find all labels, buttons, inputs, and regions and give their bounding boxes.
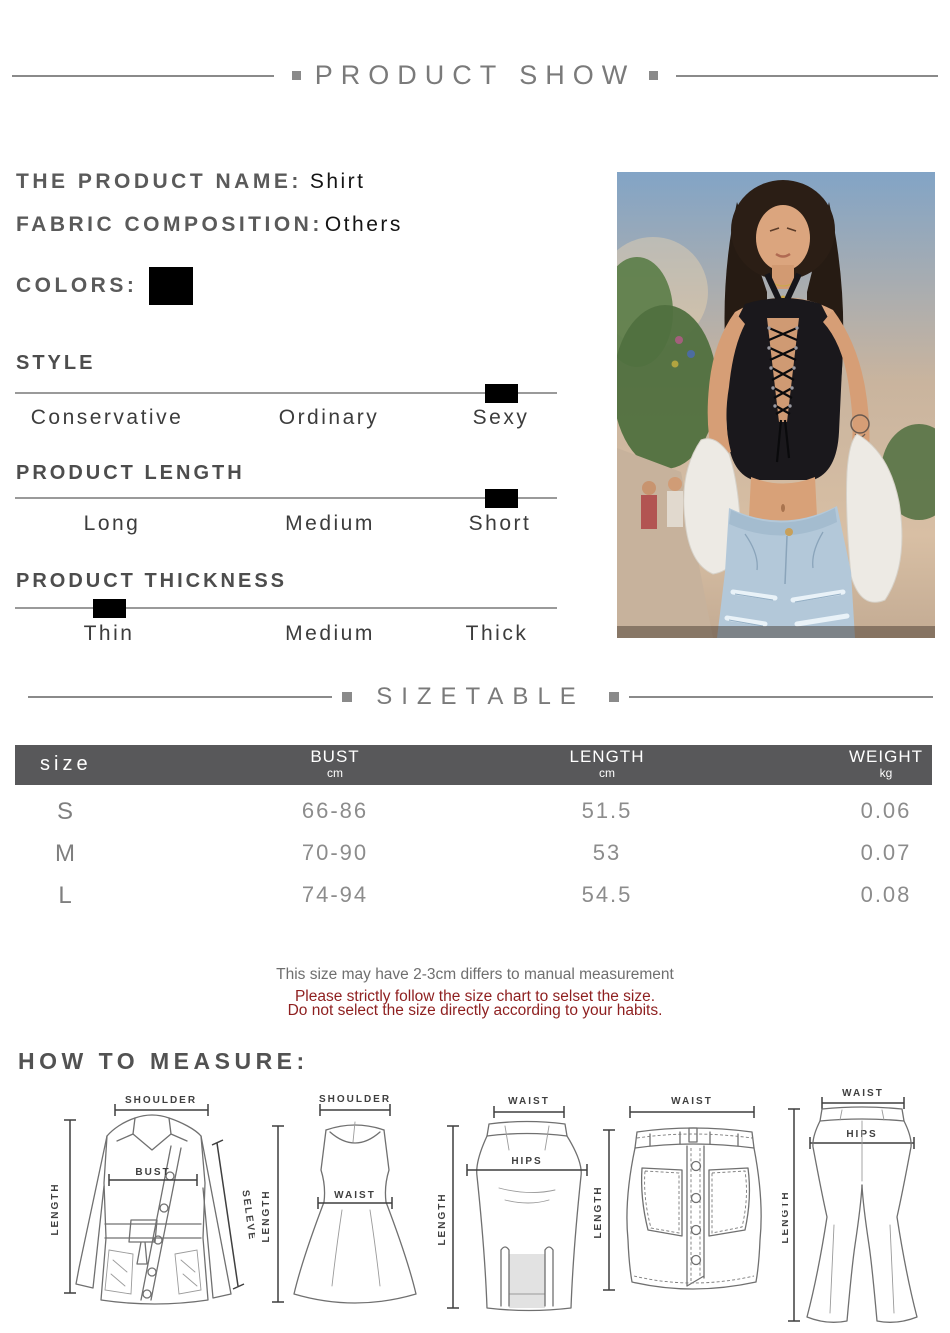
length-option-long: Long	[83, 512, 141, 535]
thickness-marker	[93, 599, 126, 618]
length-option-short: Short	[468, 512, 532, 535]
colors-label: COLORS:	[16, 274, 138, 297]
pants-diagram: WAIST HIPS LENGTH	[782, 1088, 918, 1323]
square-bullet-icon	[342, 692, 353, 702]
column-bust-unit: cm	[327, 765, 343, 780]
dress-shoulder-label: SHOULDER	[319, 1094, 391, 1105]
cell-length: 54.5	[581, 882, 633, 907]
colors-row: COLORS:	[16, 266, 194, 306]
scale-line	[15, 392, 557, 394]
size-warning-line2: Do not select the size directly accordin…	[287, 1002, 663, 1019]
column-bust-label: BUST	[310, 747, 360, 766]
product-show-header: PRODUCT SHOW	[12, 60, 939, 91]
cell-size: M	[55, 840, 75, 867]
fabric-label: FABRIC COMPOSITION:	[16, 213, 323, 236]
square-bullet-icon	[291, 71, 301, 80]
mini-skirt-waist-label: WAIST	[671, 1096, 713, 1107]
jacket-diagram: SHOULDER LENGTH BUST SELEVE	[50, 1095, 255, 1305]
cell-weight: 0.07	[860, 840, 912, 865]
divider-line	[12, 74, 274, 77]
pencil-skirt-diagram: WAIST LENGTH HIPS	[437, 1096, 588, 1312]
thickness-scale	[15, 599, 557, 619]
style-scale	[15, 384, 557, 404]
mini-skirt-diagram: WAIST LENGTH	[593, 1096, 762, 1291]
length-marker	[485, 489, 518, 508]
column-length-unit: cm	[599, 765, 615, 780]
pencil-skirt-length-label: LENGTH	[437, 1192, 448, 1245]
style-option-conservative: Conservative	[30, 406, 184, 429]
size-tolerance-note: This size may have 2-3cm differs to manu…	[276, 966, 674, 983]
fabric-value: Others	[324, 213, 403, 236]
dress-length-label: LENGTH	[261, 1189, 272, 1242]
pants-waist-label: WAIST	[842, 1088, 884, 1099]
jacket-shoulder-label: SHOULDER	[125, 1095, 197, 1106]
length-options: Long Medium Short	[15, 512, 557, 540]
column-bust: BUST cm	[310, 747, 360, 780]
jacket-sleeve-label: SELEVE	[239, 1189, 255, 1241]
table-row-s: S 66-86 51.5 0.06	[15, 798, 932, 828]
pants-hips-label: HIPS	[846, 1129, 877, 1140]
mini-skirt-length-label: LENGTH	[593, 1185, 604, 1238]
product-length-title: PRODUCT LENGTH	[16, 462, 245, 484]
size-table-header: size BUST cm LENGTH cm WEIGHT kg	[15, 745, 932, 785]
cell-bust: 74-94	[301, 882, 369, 907]
sizetable-header: SIZETABLE	[28, 683, 933, 711]
divider-line	[28, 696, 333, 698]
sizetable-title: SIZETABLE	[376, 683, 585, 710]
style-title: STYLE	[16, 352, 96, 374]
jacket-length-label: LENGTH	[50, 1182, 61, 1235]
scale-line	[15, 497, 557, 499]
fabric-composition-row: FABRIC COMPOSITION: Others	[16, 213, 403, 237]
pencil-skirt-waist-label: WAIST	[508, 1096, 550, 1107]
thickness-option-thick: Thick	[465, 622, 529, 645]
cell-bust: 70-90	[301, 840, 369, 865]
column-length: LENGTH cm	[569, 747, 645, 780]
size-warning-line1: Please strictly follow the size chart to…	[294, 988, 656, 1005]
cell-length: 53	[592, 840, 622, 865]
product-photo	[617, 172, 935, 638]
color-swatch-black	[149, 267, 194, 305]
cell-weight: 0.08	[860, 882, 912, 907]
dress-diagram: SHOULDER LENGTH WAIST	[261, 1094, 417, 1304]
style-option-ordinary: Ordinary	[278, 406, 380, 429]
square-bullet-icon	[649, 71, 659, 80]
product-thickness-title: PRODUCT THICKNESS	[16, 570, 288, 592]
thickness-option-medium: Medium	[285, 622, 375, 645]
product-name-value: Shirt	[309, 170, 366, 193]
table-row-l: L 74-94 54.5 0.08	[15, 882, 932, 912]
cell-size: L	[58, 882, 72, 909]
style-option-sexy: Sexy	[472, 406, 530, 429]
how-to-measure-title: HOW TO MEASURE:	[18, 1048, 309, 1074]
column-length-label: LENGTH	[569, 747, 645, 766]
product-name-row: THE PRODUCT NAME: Shirt	[16, 170, 366, 194]
jacket-bust-label: BUST	[135, 1167, 170, 1178]
scale-line	[15, 607, 557, 609]
style-options: Conservative Ordinary Sexy	[15, 406, 557, 434]
pencil-skirt-hips-label: HIPS	[511, 1156, 542, 1167]
column-weight-unit: kg	[879, 765, 893, 780]
style-marker	[485, 384, 518, 403]
length-option-medium: Medium	[285, 512, 375, 535]
column-weight-label: WEIGHT	[849, 747, 923, 766]
cell-weight: 0.06	[860, 798, 912, 823]
column-size: size	[40, 753, 92, 775]
divider-line	[676, 74, 939, 77]
product-photo-illustration	[617, 172, 935, 638]
table-row-m: M 70-90 53 0.07	[15, 840, 932, 870]
thickness-options: Thin Medium Thick	[15, 622, 557, 650]
square-bullet-icon	[608, 692, 619, 702]
pants-length-label: LENGTH	[782, 1190, 791, 1243]
divider-line	[628, 696, 933, 698]
cell-bust: 66-86	[301, 798, 369, 823]
dress-waist-label: WAIST	[334, 1190, 376, 1201]
product-name-label: THE PRODUCT NAME:	[16, 170, 302, 193]
product-show-title: PRODUCT SHOW	[314, 60, 636, 90]
cell-length: 51.5	[581, 798, 633, 823]
column-weight: WEIGHT kg	[849, 747, 923, 780]
thickness-option-thin: Thin	[83, 622, 135, 645]
length-scale	[15, 489, 557, 509]
cell-size: S	[56, 798, 74, 825]
